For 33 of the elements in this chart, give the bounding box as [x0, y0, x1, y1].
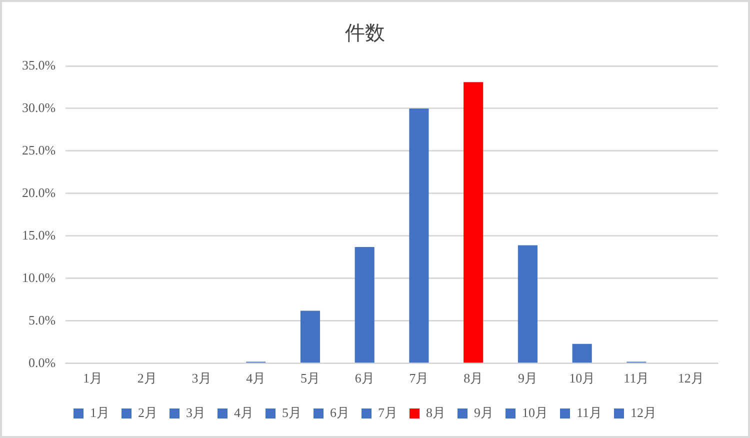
- chart-title: 件数: [345, 22, 385, 44]
- x-tick-label: 11月: [624, 370, 650, 386]
- legend-label: 5月: [282, 404, 302, 420]
- y-tick-label: 30.0%: [22, 100, 56, 115]
- y-tick-label: 35.0%: [22, 57, 56, 72]
- x-tick-label: 9月: [518, 370, 538, 386]
- legend-label: 11月: [576, 404, 602, 420]
- x-tick-label: 5月: [300, 370, 320, 386]
- legend-label: 4月: [234, 404, 254, 420]
- y-tick-label: 15.0%: [22, 227, 56, 242]
- legend-label: 9月: [474, 404, 494, 420]
- x-tick-label: 8月: [464, 370, 484, 386]
- y-tick-label: 10.0%: [22, 270, 56, 285]
- legend-label: 2月: [138, 404, 158, 420]
- x-tick-label: 3月: [192, 370, 212, 386]
- legend-label: 6月: [330, 404, 350, 420]
- legend-label: 12月: [630, 404, 657, 420]
- x-tick-label: 2月: [137, 370, 157, 386]
- legend-label: 8月: [426, 404, 446, 420]
- y-tick-label: 5.0%: [28, 312, 56, 328]
- y-tick-label: 20.0%: [22, 184, 56, 200]
- x-tick-label: 7月: [409, 370, 429, 386]
- y-tick-label: 25.0%: [22, 142, 56, 158]
- x-tick-label: 12月: [678, 370, 704, 386]
- legend-label: 10月: [522, 404, 548, 420]
- x-tick-label: 4月: [246, 370, 266, 386]
- legend-label: 3月: [186, 404, 206, 420]
- x-tick-label: 1月: [83, 370, 103, 386]
- legend-label: 1月: [90, 404, 110, 420]
- x-tick-label: 6月: [354, 370, 374, 386]
- legend-label: 7月: [378, 404, 398, 420]
- x-tick-label: 10月: [569, 370, 596, 386]
- y-tick-label: 0.0%: [28, 354, 56, 370]
